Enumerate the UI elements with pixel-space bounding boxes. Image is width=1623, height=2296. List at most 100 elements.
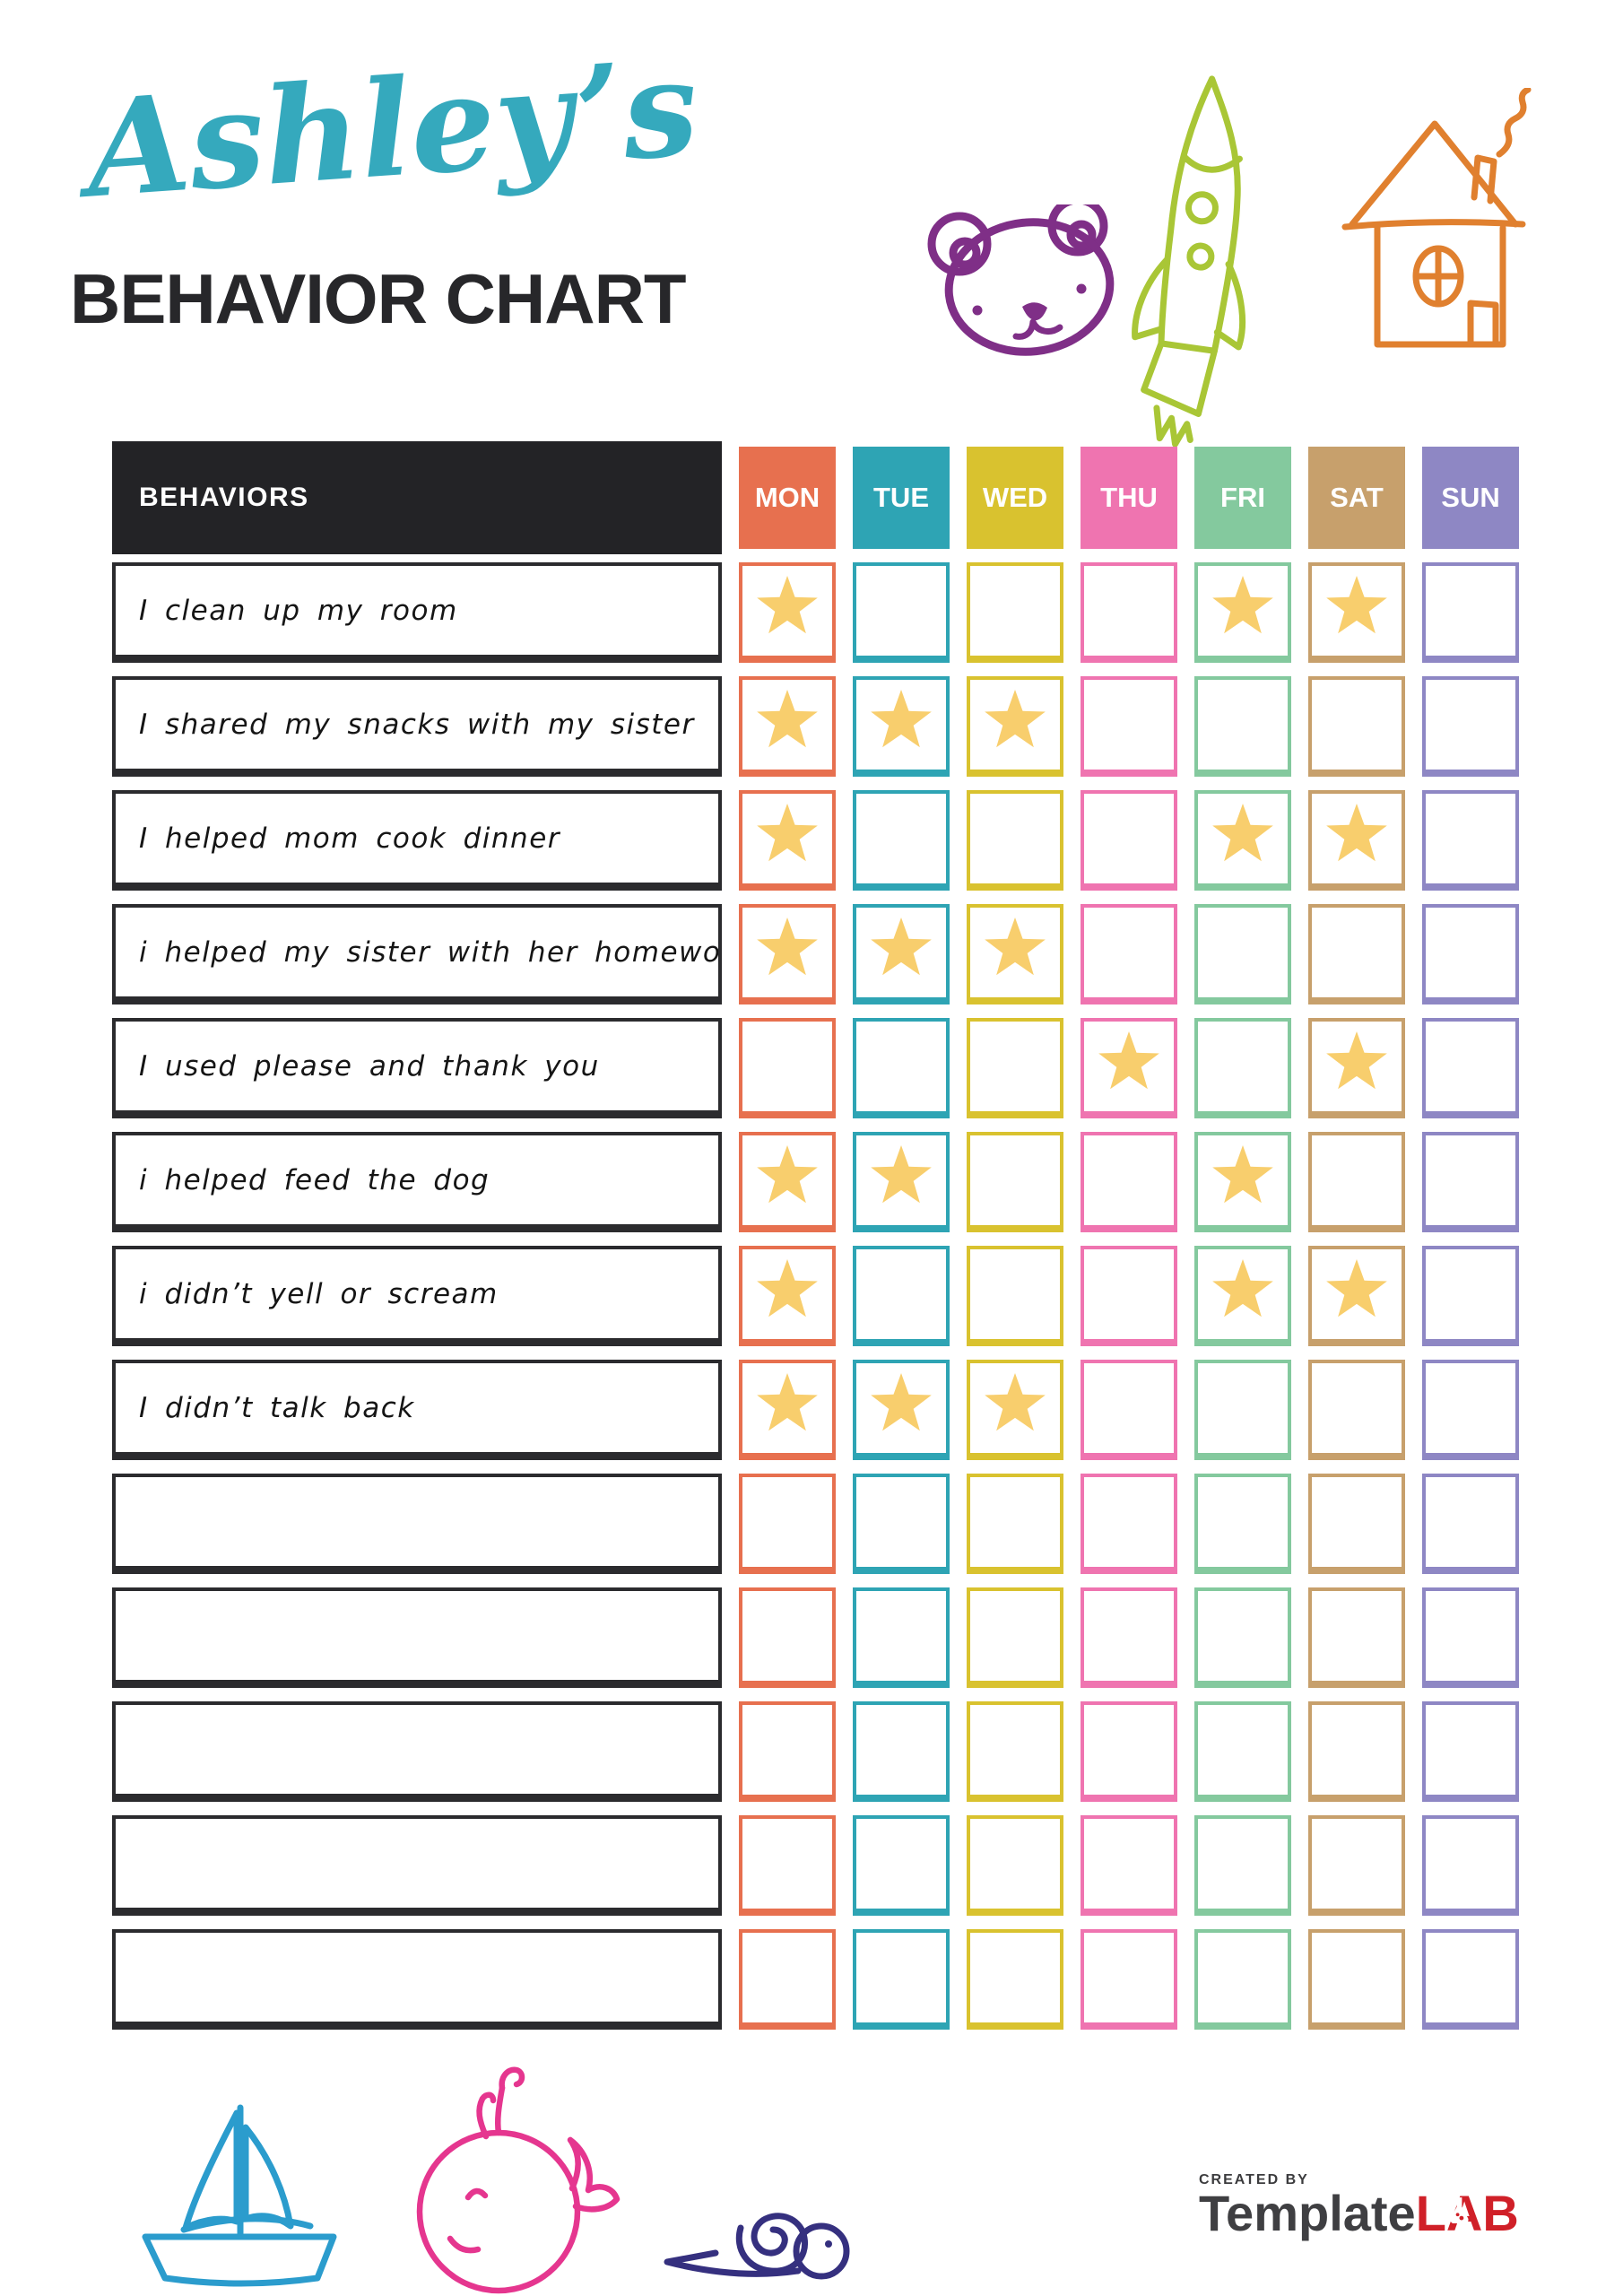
day-cell-thu[interactable] (1081, 1018, 1177, 1118)
day-cell-mon[interactable] (739, 1018, 836, 1118)
star-icon (871, 689, 932, 748)
day-cell-mon[interactable] (739, 790, 836, 891)
day-cell-thu[interactable] (1081, 1587, 1177, 1688)
day-cell-wed[interactable] (967, 562, 1063, 663)
day-cell-tue[interactable] (853, 1132, 950, 1232)
day-cell-fri[interactable] (1194, 1701, 1291, 1802)
day-cell-thu[interactable] (1081, 1929, 1177, 2030)
day-cell-tue[interactable] (853, 904, 950, 1004)
day-cell-sat[interactable] (1308, 676, 1405, 777)
day-cell-thu[interactable] (1081, 1360, 1177, 1460)
day-cell-fri[interactable] (1194, 790, 1291, 891)
day-cell-wed[interactable] (967, 904, 1063, 1004)
day-cell-sun[interactable] (1422, 1929, 1519, 2030)
day-cell-thu[interactable] (1081, 1701, 1177, 1802)
day-cell-wed[interactable] (967, 1474, 1063, 1574)
day-cell-mon[interactable] (739, 1701, 836, 1802)
day-cell-sun[interactable] (1422, 1132, 1519, 1232)
day-cell-mon[interactable] (739, 1474, 836, 1574)
day-cell-sun[interactable] (1422, 1360, 1519, 1460)
day-cell-fri[interactable] (1194, 1246, 1291, 1346)
day-cell-fri[interactable] (1194, 1018, 1291, 1118)
day-cell-wed[interactable] (967, 1815, 1063, 1916)
day-cell-thu[interactable] (1081, 904, 1177, 1004)
day-cell-fri[interactable] (1194, 562, 1291, 663)
day-cell-wed[interactable] (967, 1360, 1063, 1460)
day-cell-sun[interactable] (1422, 562, 1519, 663)
day-cell-sat[interactable] (1308, 1474, 1405, 1574)
day-cell-sat[interactable] (1308, 1360, 1405, 1460)
day-cell-mon[interactable] (739, 904, 836, 1004)
day-cell-thu[interactable] (1081, 676, 1177, 777)
day-cell-thu[interactable] (1081, 1815, 1177, 1916)
day-cell-tue[interactable] (853, 676, 950, 777)
day-cell-wed[interactable] (967, 1929, 1063, 2030)
day-cell-sun[interactable] (1422, 1474, 1519, 1574)
star-icon (1326, 1031, 1387, 1090)
day-cell-sun[interactable] (1422, 1815, 1519, 1916)
day-cell-fri[interactable] (1194, 1815, 1291, 1916)
day-cell-sat[interactable] (1308, 1587, 1405, 1688)
day-cell-wed[interactable] (967, 1246, 1063, 1346)
day-cell-thu[interactable] (1081, 1132, 1177, 1232)
day-cell-mon[interactable] (739, 1132, 836, 1232)
day-cell-sat[interactable] (1308, 1701, 1405, 1802)
day-cell-fri[interactable] (1194, 1360, 1291, 1460)
day-cell-mon[interactable] (739, 1929, 836, 2030)
day-cell-tue[interactable] (853, 1018, 950, 1118)
day-cell-thu[interactable] (1081, 790, 1177, 891)
day-cell-sat[interactable] (1308, 562, 1405, 663)
day-cell-sun[interactable] (1422, 1587, 1519, 1688)
behavior-label: i helped feed the dog (112, 1132, 722, 1232)
day-cell-mon[interactable] (739, 1587, 836, 1688)
day-cell-wed[interactable] (967, 790, 1063, 891)
day-cell-sun[interactable] (1422, 1701, 1519, 1802)
day-cell-tue[interactable] (853, 1701, 950, 1802)
day-cell-fri[interactable] (1194, 1132, 1291, 1232)
day-cell-fri[interactable] (1194, 1474, 1291, 1574)
snail-icon (656, 2178, 859, 2296)
day-cell-wed[interactable] (967, 1018, 1063, 1118)
day-cell-tue[interactable] (853, 1929, 950, 2030)
day-cell-fri[interactable] (1194, 904, 1291, 1004)
day-cell-tue[interactable] (853, 1587, 950, 1688)
day-cell-fri[interactable] (1194, 1587, 1291, 1688)
day-cell-wed[interactable] (967, 1701, 1063, 1802)
created-by-label: CREATED BY (1199, 2172, 1309, 2187)
day-cell-mon[interactable] (739, 676, 836, 777)
day-cell-sun[interactable] (1422, 904, 1519, 1004)
day-cell-sat[interactable] (1308, 1929, 1405, 2030)
day-cell-mon[interactable] (739, 1246, 836, 1346)
day-cell-tue[interactable] (853, 1474, 950, 1574)
day-cell-sat[interactable] (1308, 1018, 1405, 1118)
day-cell-thu[interactable] (1081, 562, 1177, 663)
day-cell-tue[interactable] (853, 1360, 950, 1460)
day-cell-mon[interactable] (739, 1360, 836, 1460)
day-cell-thu[interactable] (1081, 1246, 1177, 1346)
day-cell-mon[interactable] (739, 562, 836, 663)
day-cell-sun[interactable] (1422, 1246, 1519, 1346)
day-cell-sat[interactable] (1308, 790, 1405, 891)
day-cell-sat[interactable] (1308, 904, 1405, 1004)
day-cell-tue[interactable] (853, 1246, 950, 1346)
day-cell-mon[interactable] (739, 1815, 836, 1916)
day-cell-sun[interactable] (1422, 790, 1519, 891)
day-cell-sat[interactable] (1308, 1132, 1405, 1232)
day-cell-sun[interactable] (1422, 676, 1519, 777)
page-title: BEHAVIOR CHART (70, 259, 687, 338)
day-cell-wed[interactable] (967, 1587, 1063, 1688)
day-cell-tue[interactable] (853, 1815, 950, 1916)
day-cell-wed[interactable] (967, 676, 1063, 777)
day-cell-sat[interactable] (1308, 1815, 1405, 1916)
day-cell-fri[interactable] (1194, 1929, 1291, 2030)
behaviors-column-header: BEHAVIORS (112, 441, 722, 554)
templatelab-logo[interactable]: CREATED BY TemplateLAB (1199, 2172, 1519, 2239)
day-cell-fri[interactable] (1194, 676, 1291, 777)
day-cell-tue[interactable] (853, 790, 950, 891)
day-cell-tue[interactable] (853, 562, 950, 663)
day-cell-sat[interactable] (1308, 1246, 1405, 1346)
star-icon (757, 689, 818, 748)
day-cell-sun[interactable] (1422, 1018, 1519, 1118)
day-cell-wed[interactable] (967, 1132, 1063, 1232)
day-cell-thu[interactable] (1081, 1474, 1177, 1574)
